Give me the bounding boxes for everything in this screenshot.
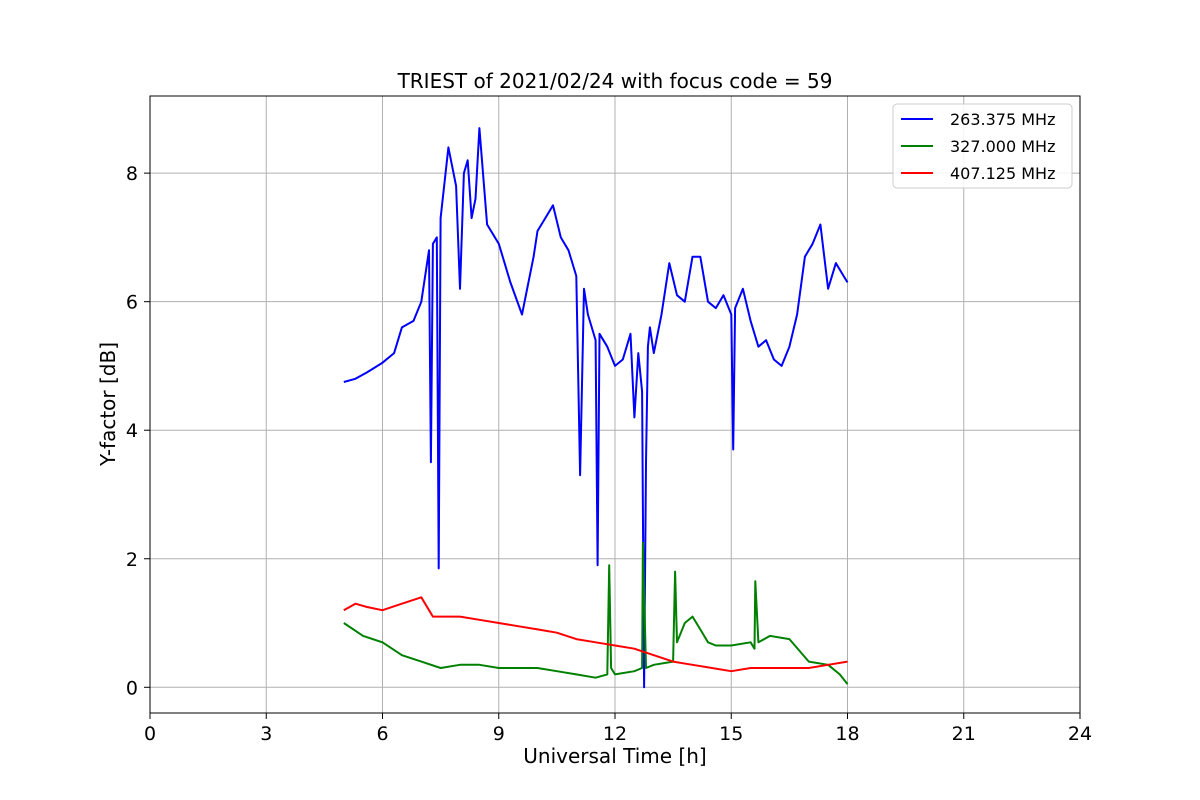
- y-axis-label: Y-factor [dB]: [96, 342, 120, 467]
- x-tick-label: 15: [719, 723, 743, 745]
- series-line-2: [343, 541, 849, 685]
- x-tick-label: 9: [493, 723, 505, 745]
- y-tick-label: 2: [126, 549, 138, 571]
- x-tick-label: 18: [835, 723, 859, 745]
- series-layer: [343, 127, 849, 689]
- x-tick-label: 6: [376, 723, 388, 745]
- x-tick-label: 3: [260, 723, 272, 745]
- y-tick-label: 4: [126, 420, 138, 442]
- chart-title: TRIEST of 2021/02/24 with focus code = 5…: [397, 69, 833, 93]
- grid: [149, 96, 1081, 713]
- x-tick-label: 21: [952, 723, 976, 745]
- legend-entry-label: 407.125 MHz: [950, 164, 1055, 183]
- legend-entry-label: 327.000 MHz: [950, 137, 1055, 156]
- series-line-3: [343, 596, 848, 673]
- x-tick-label: 12: [603, 723, 627, 745]
- y-tick-label: 8: [126, 163, 138, 185]
- legend-box: [892, 103, 1073, 189]
- x-tick-label: 24: [1068, 723, 1092, 745]
- y-tick-label: 6: [126, 292, 138, 314]
- x-tick-label: 0: [144, 723, 156, 745]
- x-axis-ticks: 0 3 6 9 12 15 18 21 24: [144, 713, 1092, 745]
- x-axis-label: Universal Time [h]: [523, 744, 706, 768]
- y-tick-label: 0: [126, 677, 138, 699]
- y-axis-ticks: 0 2 4 6 8: [126, 163, 150, 699]
- legend-entry-label: 263.375 MHz: [950, 110, 1055, 129]
- legend: 263.375 MHz 327.000 MHz 407.125 MHz: [892, 103, 1073, 189]
- series-line-1: [343, 127, 849, 689]
